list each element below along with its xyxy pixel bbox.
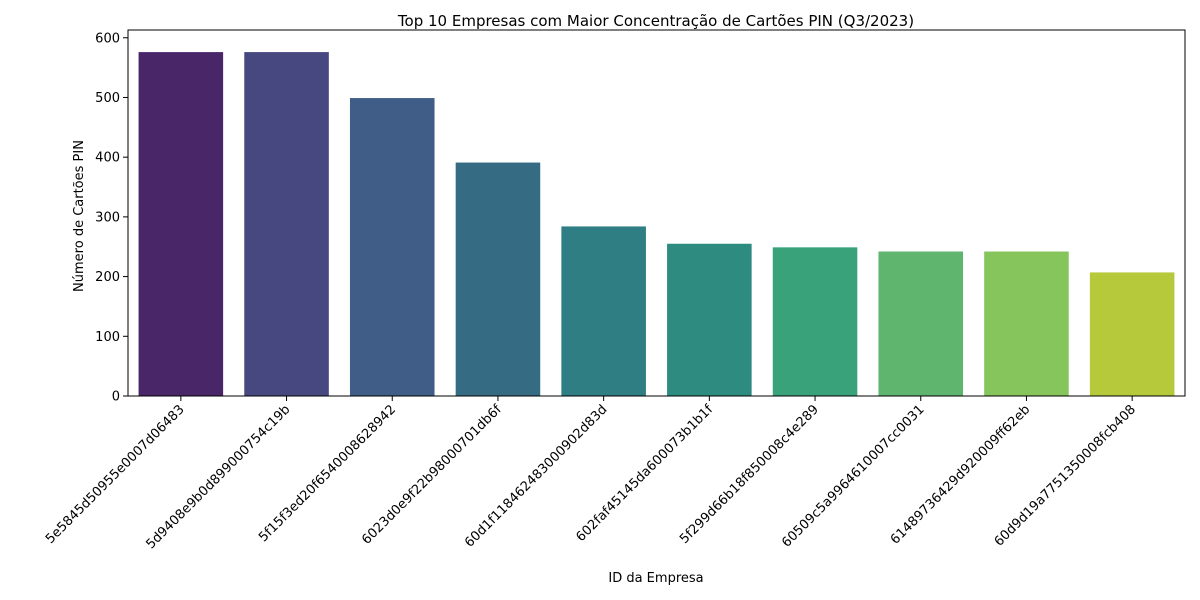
bar [1089, 272, 1175, 396]
bar [984, 251, 1069, 396]
y-tick-label: 100 [95, 330, 120, 345]
y-tick-label: 200 [95, 270, 120, 285]
y-tick-label: 600 [95, 31, 120, 46]
bar [244, 52, 329, 396]
y-tick-label: 500 [95, 91, 120, 106]
bar [138, 52, 224, 396]
chart-title: Top 10 Empresas com Maior Concentração d… [397, 12, 914, 30]
plot-frame [127, 29, 1186, 397]
bar [455, 162, 541, 396]
bar [772, 247, 858, 396]
y-tick-label: 400 [95, 151, 120, 166]
bar [667, 243, 752, 396]
bar [878, 251, 964, 396]
y-tick-label: 0 [112, 390, 120, 405]
bar [561, 226, 646, 396]
y-tick-label: 300 [95, 210, 120, 225]
bar [349, 98, 435, 397]
x-axis-label: ID da Empresa [608, 571, 703, 586]
bars-group [138, 52, 1175, 397]
x-axis: 5e5845d50955e0007d064835d9408e9b0d899000… [43, 396, 1139, 552]
y-axis: 0 100 200 300 400 500 600 [95, 31, 128, 405]
y-axis-label: Número de Cartões PIN [72, 140, 87, 292]
